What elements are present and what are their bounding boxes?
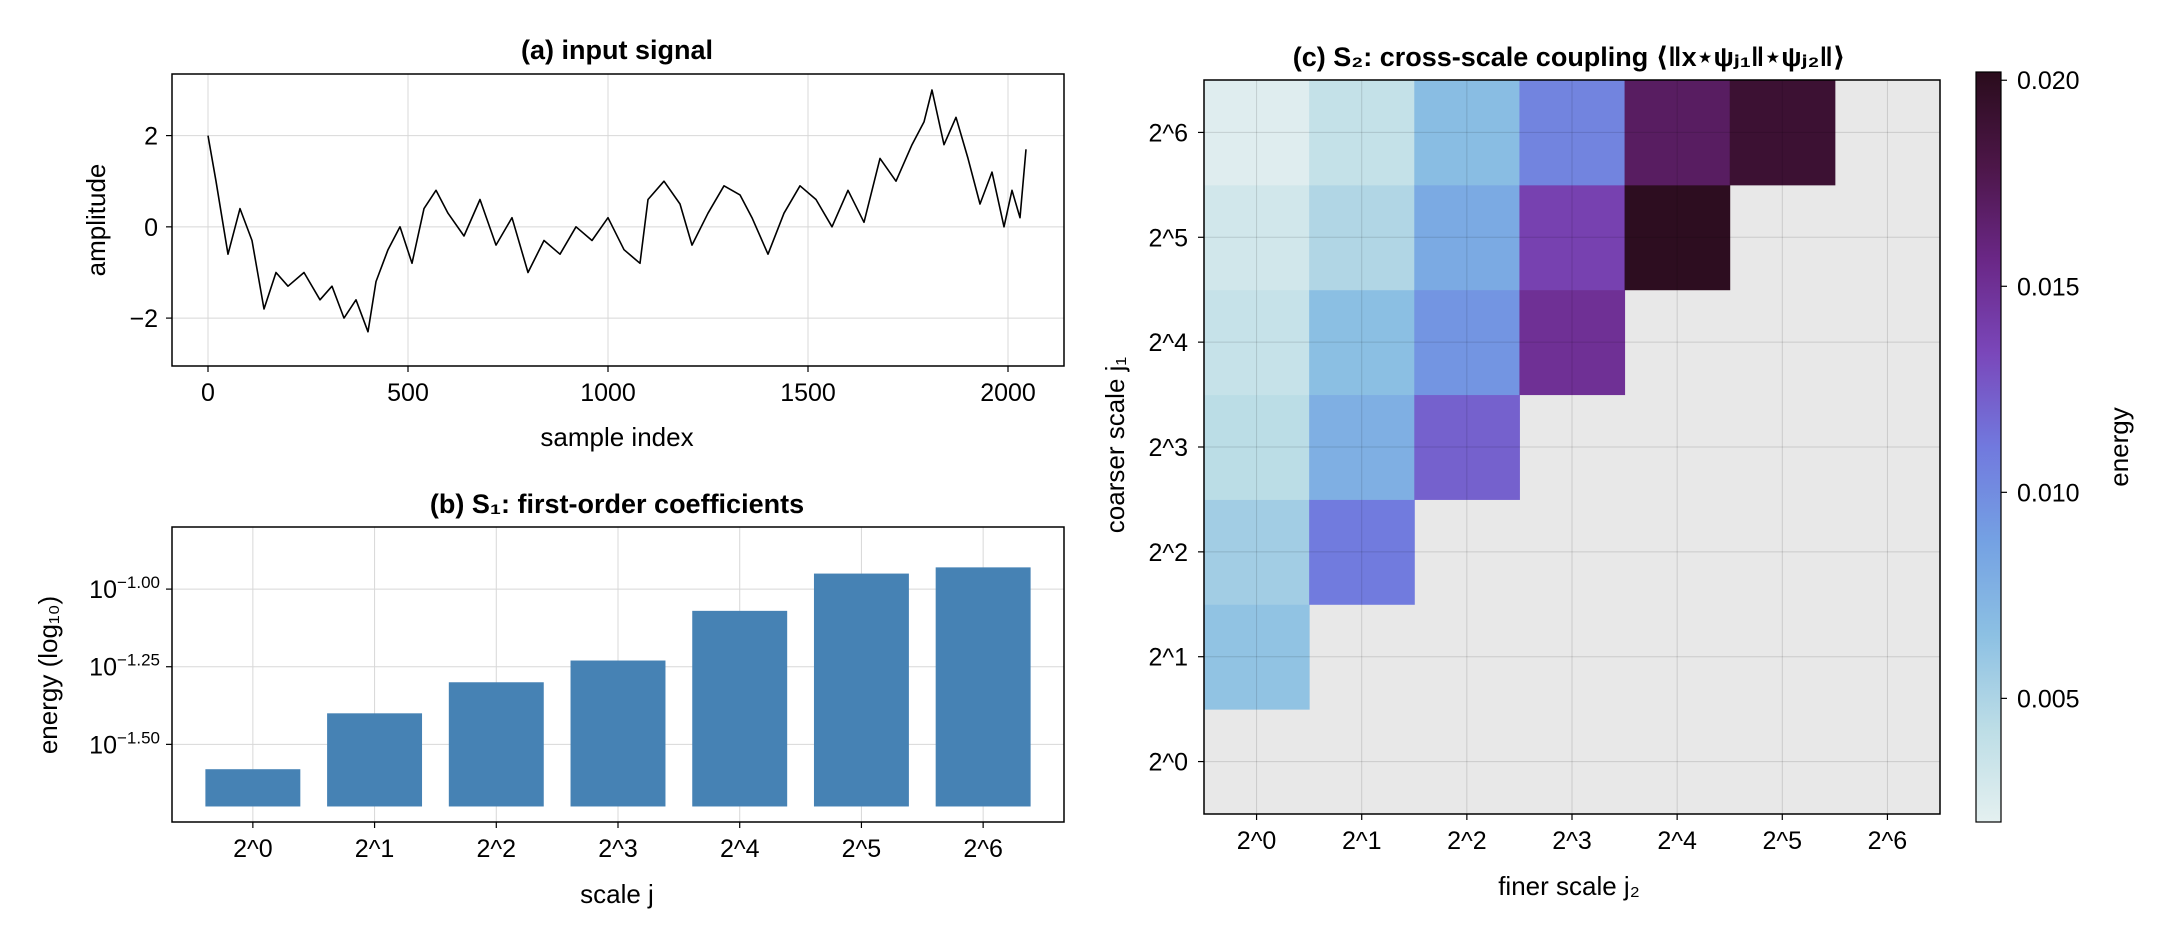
- bar-2-6: [935, 567, 1031, 807]
- bar-2-0: [205, 769, 301, 807]
- heatmap-ytick-label: 2^0: [1148, 749, 1188, 777]
- heatmap-xtick-label: 2^2: [1447, 827, 1487, 855]
- heatmap-cell: [1624, 80, 1731, 186]
- s1-xlabel: scale j: [580, 879, 654, 909]
- heatmap-xtick-label: 2^4: [1657, 827, 1697, 855]
- signal-ytick-label: −2: [129, 305, 158, 333]
- bar-xtick-label: 2^3: [598, 835, 638, 863]
- bar-xtick-label: 2^2: [477, 835, 517, 863]
- colorbar-label: energy: [2104, 407, 2134, 487]
- s1-panel: (b) S₁: first-order coefficients 2^0 2^1 2…: [33, 489, 1065, 909]
- bar-2-4: [692, 610, 788, 807]
- heatmap-cell: [1309, 499, 1415, 605]
- bar-2-5: [813, 573, 909, 807]
- signal-grid: [172, 74, 1064, 366]
- signal-title: (a) input signal: [521, 35, 713, 65]
- heatmap-cell: [1309, 184, 1415, 291]
- heatmap-cell: [1204, 184, 1310, 291]
- bar-2-3: [570, 660, 666, 807]
- heatmap-ytick-label: 2^4: [1148, 329, 1188, 357]
- signal-line: [207, 89, 1027, 333]
- signal-plot-area: [207, 89, 1027, 333]
- heatmap-cell: [1204, 394, 1310, 500]
- heatmap-cell: [1204, 289, 1310, 396]
- bar-ytick-label: 10−1.00: [89, 573, 160, 604]
- heatmap-xtick-label: 2^1: [1342, 827, 1382, 855]
- heatmap-cell: [1519, 80, 1626, 186]
- heatmap-xtick-label: 2^3: [1552, 827, 1592, 855]
- s2-ylabel: coarser scale j₁: [1100, 357, 1130, 534]
- bar-xtick-label: 2^0: [233, 835, 273, 863]
- heatmap-cell: [1204, 604, 1310, 710]
- bar-xtick-label: 2^6: [963, 835, 1003, 863]
- bar-xtick-label: 2^4: [720, 835, 760, 863]
- signal-ylabel: amplitude: [81, 164, 111, 277]
- s1-bars: [205, 567, 1031, 807]
- heatmap-cell: [1414, 289, 1520, 396]
- signal-xlabel: sample index: [540, 422, 693, 452]
- heatmap-xtick-label: 2^0: [1237, 827, 1277, 855]
- bar-ytick-label: 10−1.50: [89, 728, 160, 759]
- signal-xtick-label: 0: [201, 379, 215, 407]
- signal-ytick-label: 0: [144, 214, 158, 242]
- s1-ticks: 2^0 2^1 2^2 2^3 2^4 2^5 2^6 10−1.50 10−1.25 10−1.…: [89, 573, 1003, 863]
- s2-grid: [1203, 79, 1941, 815]
- heatmap-cell: [1414, 80, 1520, 186]
- signal-xtick-label: 1000: [580, 379, 636, 407]
- colorbar-tick-label: 0.010: [2017, 479, 2080, 507]
- signal-xtick-label: 2000: [980, 379, 1036, 407]
- heatmap-ytick-label: 2^2: [1148, 539, 1188, 567]
- signal-panel: (a) input signal 0 500 1000 1500 2000 −2 0 2 sa…: [81, 35, 1065, 452]
- heatmap-xtick-label: 2^5: [1763, 827, 1803, 855]
- bar-ytick-label: 10−1.25: [89, 651, 160, 682]
- heatmap-cell: [1204, 80, 1310, 186]
- heatmap-cell: [1519, 184, 1626, 291]
- heatmap-cell: [1624, 184, 1731, 291]
- s2-title: (c) S₂: cross-scale coupling ⟨‖x⋆ψⱼ₁‖⋆ψⱼ…: [1293, 42, 1846, 72]
- signal-ytick-label: 2: [144, 123, 158, 151]
- s2-panel: (c) S₂: cross-scale coupling ⟨‖x⋆ψⱼ₁‖⋆ψⱼ…: [1100, 42, 2134, 901]
- colorbar-tick-label: 0.015: [2017, 273, 2080, 301]
- heatmap-xtick-label: 2^6: [1868, 827, 1908, 855]
- heatmap-cell: [1414, 184, 1520, 291]
- colorbar-tick-label: 0.020: [2017, 67, 2080, 95]
- s2-ticks: 2^0 2^1 2^2 2^3 2^4 2^5 2^6 2^0 2^1 2^2 2^3 2^4 2^5 2…: [1148, 119, 1907, 855]
- colorbar-ticks: 0.005 0.010 0.015 0.020: [2001, 67, 2080, 713]
- bar-xtick-label: 2^1: [355, 835, 395, 863]
- heatmap-cell: [1309, 394, 1415, 500]
- colorbar-tick-label: 0.005: [2017, 685, 2080, 713]
- heatmap-ytick-label: 2^3: [1148, 434, 1188, 462]
- heatmap-ytick-label: 2^1: [1148, 644, 1188, 672]
- signal-ticks: 0 500 1000 1500 2000 −2 0 2: [129, 123, 1035, 407]
- heatmap-cell: [1309, 80, 1415, 186]
- signal-xtick-label: 1500: [780, 379, 836, 407]
- colorbar: [1975, 71, 2002, 823]
- signal-frame: [171, 73, 1065, 367]
- signal-xtick-label: 500: [387, 379, 429, 407]
- bar-2-1: [327, 713, 423, 807]
- heatmap-ytick-label: 2^5: [1148, 224, 1188, 252]
- s1-title: (b) S₁: first-order coefficients: [430, 489, 804, 519]
- heatmap-cell: [1204, 499, 1310, 605]
- s2-xlabel: finer scale j₂: [1498, 871, 1640, 901]
- heatmap-cell: [1729, 80, 1836, 186]
- heatmap-cell: [1414, 394, 1520, 500]
- heatmap-ytick-label: 2^6: [1148, 119, 1188, 147]
- s2-cells: [1204, 80, 1836, 710]
- bar-2-2: [448, 682, 544, 807]
- heatmap-cell: [1519, 289, 1626, 396]
- bar-xtick-label: 2^5: [842, 835, 882, 863]
- heatmap-cell: [1309, 289, 1415, 396]
- s1-ylabel: energy (log₁₀): [33, 596, 63, 754]
